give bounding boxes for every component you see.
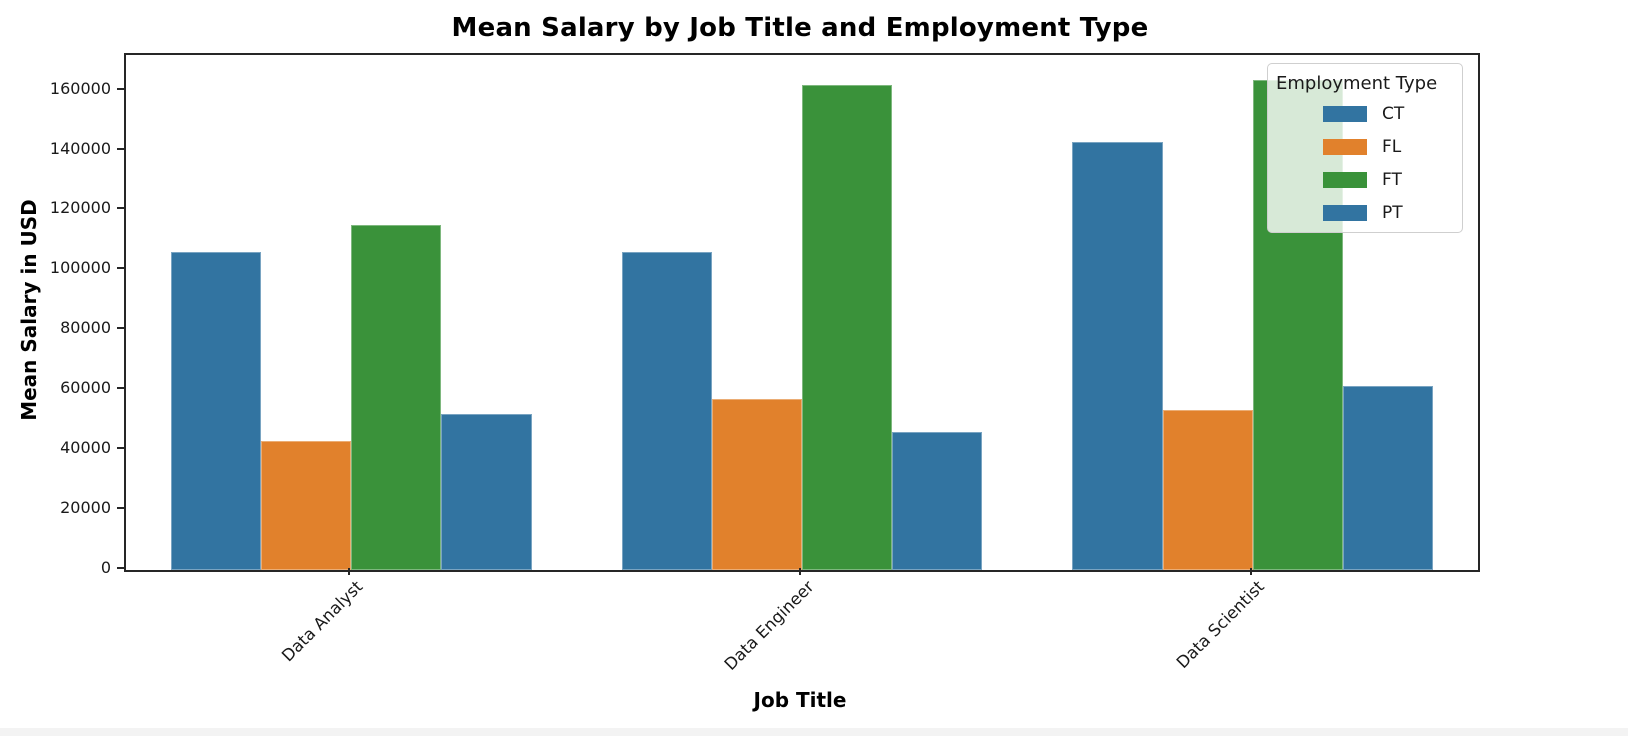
y-tick-label: 120000 [49, 198, 111, 218]
bar-fl-data-analyst [261, 441, 352, 570]
y-tick-mark [117, 87, 124, 90]
bar-ft-data-engineer [802, 84, 893, 570]
legend-entry-ct: CT [1276, 97, 1452, 130]
bar-pt-data-engineer [892, 432, 983, 570]
x-tick-mark [348, 568, 351, 575]
y-tick-mark [117, 387, 124, 390]
y-tick-label: 80000 [60, 318, 111, 338]
plot-area [124, 53, 1480, 572]
bar-ct-data-engineer [621, 252, 712, 570]
legend-label-ft: FT [1382, 169, 1402, 190]
legend-label-fl: FL [1382, 136, 1402, 157]
y-tick-mark [117, 147, 124, 150]
legend-swatch-ft [1323, 171, 1367, 188]
y-tick-label: 0 [100, 558, 111, 577]
bar-ft-data-analyst [351, 225, 442, 570]
y-tick-mark [117, 267, 124, 270]
bar-fl-data-scientist [1162, 409, 1253, 570]
legend-title: Employment Type [1276, 73, 1438, 94]
x-tick-mark [799, 568, 801, 575]
legend-entry-fl: FL [1276, 130, 1452, 163]
legend-swatch-pt [1323, 204, 1367, 221]
chart-title: Mean Salary by Job Title and Employment … [451, 13, 1149, 43]
y-tick-label: 140000 [49, 138, 111, 158]
legend-swatch-ct [1323, 105, 1367, 122]
legend-label-ct: CT [1382, 103, 1405, 124]
y-tick-mark [117, 447, 124, 450]
bar-pt-data-analyst [441, 414, 532, 570]
bar-ct-data-analyst [171, 252, 262, 570]
bar-pt-data-scientist [1342, 385, 1433, 570]
y-tick-label: 100000 [49, 258, 111, 278]
y-tick-label: 160000 [49, 78, 111, 98]
x-axis-label: Job Title [753, 688, 847, 712]
x-tick-label: Data Engineer [720, 577, 818, 674]
window-bottom-edge [0, 728, 1628, 736]
bar-ct-data-scientist [1072, 141, 1163, 570]
y-tick-label: 60000 [60, 378, 111, 398]
y-tick-mark [117, 327, 124, 330]
x-tick-label: Data Analyst [278, 577, 367, 666]
legend-swatch-fl [1323, 138, 1367, 155]
legend: Employment Type CT FL FT PT [1267, 63, 1463, 233]
x-tick-mark [1249, 568, 1252, 575]
y-tick-label: 20000 [60, 498, 111, 518]
y-tick-mark [117, 207, 124, 210]
y-tick-label: 40000 [60, 438, 111, 458]
legend-entry-ft: FT [1276, 163, 1452, 196]
y-tick-mark [117, 567, 124, 569]
legend-entry-pt: PT [1276, 196, 1452, 229]
legend-label-pt: PT [1382, 202, 1403, 223]
x-tick-label: Data Scientist [1173, 577, 1269, 673]
y-tick-mark [117, 507, 124, 510]
bar-fl-data-engineer [711, 399, 802, 570]
